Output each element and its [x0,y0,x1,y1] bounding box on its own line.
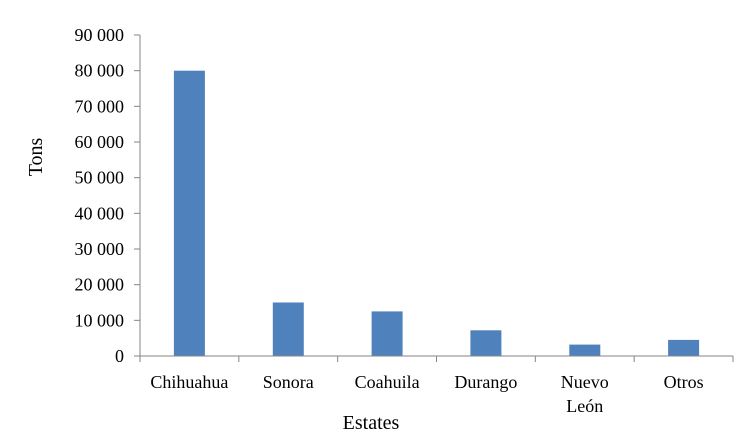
y-tick-label: 0 [115,346,124,366]
bar-1 [173,70,205,356]
x-tick-label: Chihuahua [150,372,228,392]
x-tick-label: Nuevo León [561,372,609,416]
x-tick-label: Sonora [263,372,314,392]
x-tick-label: Coahuila [355,372,420,392]
y-tick-label: 10 000 [75,310,125,330]
bars-group [173,70,700,356]
x-tick-label: Durango [454,372,517,392]
bar-2 [272,302,304,356]
y-tick-label: 80 000 [75,61,125,81]
y-tick-label: 70 000 [75,96,125,116]
y-tick-label: 30 000 [75,239,125,259]
bar-4 [470,330,502,356]
y-tick-label: 60 000 [75,132,125,152]
bar-6 [668,339,700,356]
y-tick-label: 20 000 [75,275,125,295]
axes-group: 0 10 000 20 000 30 000 40 000 50 000 60 000 70 … [75,25,734,416]
x-tick-label: Otros [664,372,704,392]
y-tick-label: 50 000 [75,168,125,188]
x-axis-title: Estates [343,412,400,434]
bar-3 [371,311,403,356]
y-tick-label: 40 000 [75,203,125,223]
y-axis-title: Tons [25,137,47,176]
bar-5 [569,344,601,356]
y-tick-label: 90 000 [75,25,125,45]
